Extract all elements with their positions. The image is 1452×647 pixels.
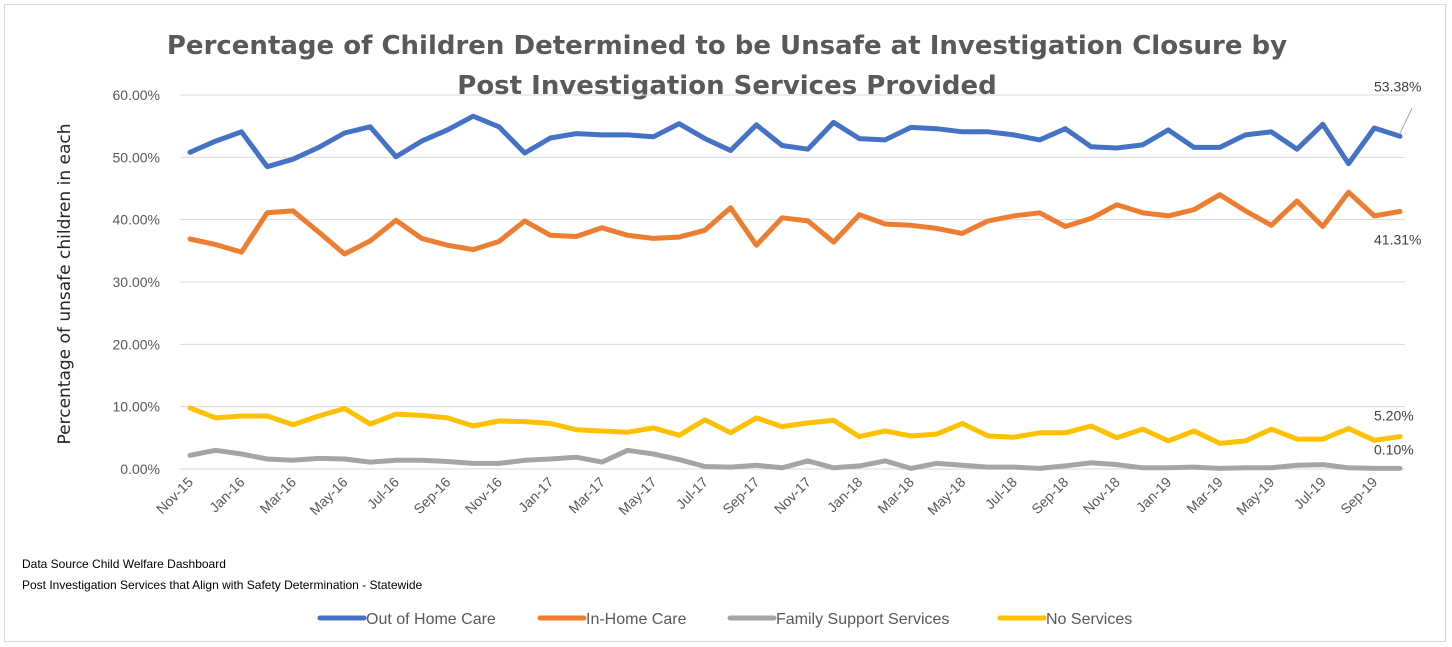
legend-label: No Services <box>1046 611 1132 628</box>
x-tick-label: Sep-17 <box>719 474 762 517</box>
legend: Out of Home Care In-Home Care Family Suppo… <box>317 611 1132 628</box>
y-tick-label: 60.00% <box>113 87 160 103</box>
y-tick-label: 40.00% <box>113 212 160 228</box>
x-tick-label: May-17 <box>615 474 659 518</box>
x-tick-label: Jan-18 <box>824 474 866 516</box>
end-value-label: 5.20% <box>1374 408 1414 424</box>
x-tick-label: Jul-17 <box>673 474 711 512</box>
chart-frame <box>4 4 1446 642</box>
y-tick-label: 20.00% <box>113 336 160 352</box>
chart-title-line-2: Post Investigation Services Provided <box>457 71 996 101</box>
x-tick-label: May-19 <box>1233 474 1277 518</box>
legend-label: In-Home Care <box>586 611 687 628</box>
subtitle-note: Post Investigation Services that Align w… <box>22 578 423 592</box>
chart-title-line-1: Percentage of Children Determined to be … <box>167 31 1287 61</box>
y-tick-label: 30.00% <box>113 274 160 290</box>
series-line-no-services <box>187 405 1403 446</box>
x-tick-label: Nov-17 <box>771 474 814 517</box>
x-tick-label: Mar-18 <box>874 474 917 517</box>
x-tick-label: May-18 <box>924 474 968 518</box>
x-tick-label: Jan-16 <box>206 474 248 516</box>
x-tick-label: Sep-18 <box>1028 474 1071 517</box>
series-line-family-support-services <box>187 447 1403 471</box>
data-source-note: Data Source Child Welfare Dashboard <box>22 557 226 571</box>
x-tick-label: Jul-19 <box>1291 474 1329 512</box>
x-tick-label: Mar-16 <box>256 474 299 517</box>
x-tick-label: Mar-17 <box>565 474 608 517</box>
y-tick-label: 0.00% <box>120 461 160 477</box>
end-labels: 53.38% 41.31% 0.10% 5.20% <box>1374 78 1421 457</box>
x-tick-label: Mar-19 <box>1183 474 1226 517</box>
x-tick-label: Sep-19 <box>1337 474 1380 517</box>
x-tick-label: Nov-15 <box>153 474 196 517</box>
y-axis-ticks: 0.00% 10.00% 20.00% 30.00% 40.00% 50.00% 60.00… <box>113 87 160 477</box>
series-line-out-of-home-care <box>187 113 1403 170</box>
x-tick-label: Jan-19 <box>1133 474 1175 516</box>
end-value-label: 53.38% <box>1374 78 1421 94</box>
x-tick-label: Jan-17 <box>515 474 557 516</box>
x-tick-label: Jul-18 <box>982 474 1020 512</box>
gridlines <box>180 94 1405 470</box>
series-line-in-home-care <box>187 189 1403 257</box>
leader-line <box>1399 108 1413 134</box>
y-axis-label: Percentage of unsafe children in each <box>55 123 75 444</box>
x-tick-label: Nov-16 <box>462 474 505 517</box>
x-tick-label: Jul-16 <box>364 474 402 512</box>
end-value-label: 0.10% <box>1374 441 1414 457</box>
x-tick-label: Sep-16 <box>410 474 453 517</box>
x-tick-label: May-16 <box>306 474 350 518</box>
legend-label: Family Support Services <box>776 611 949 628</box>
series-lines <box>187 113 1403 471</box>
y-tick-label: 10.00% <box>113 399 160 415</box>
legend-label: Out of Home Care <box>366 611 496 628</box>
end-value-label: 41.31% <box>1374 232 1421 248</box>
y-tick-label: 50.00% <box>113 149 160 165</box>
x-tick-label: Nov-18 <box>1080 474 1123 517</box>
x-axis-ticks: Nov-15 Jan-16 Mar-16 May-16 Jul-16 Sep-16 Nov-… <box>153 474 1381 518</box>
